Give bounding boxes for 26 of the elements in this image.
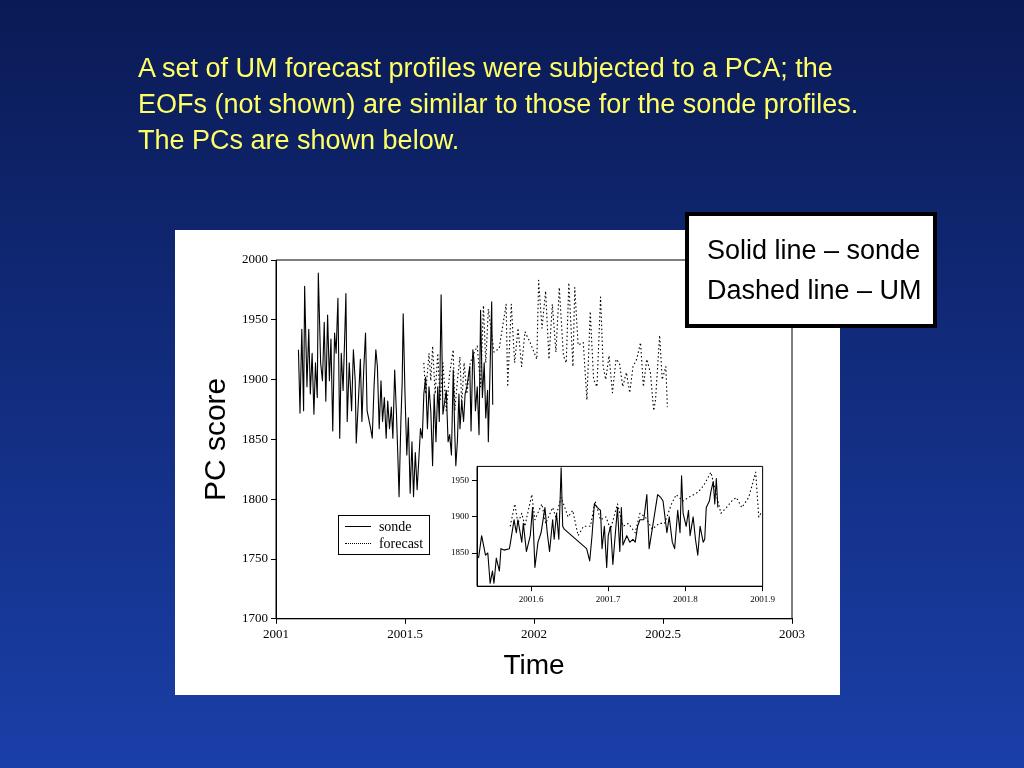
y-tick-label: 1950 bbox=[242, 311, 268, 327]
x-tick-label: 2001.9 bbox=[750, 593, 776, 604]
x-tick-label: 2001.8 bbox=[673, 593, 699, 604]
annotation: Dashed line – UM bbox=[707, 274, 923, 307]
chart-title: A set of UM forecast profiles were subjected to a PCA; the EOFs (not shown) are similar to those for the sonde profiles. The PCs are shown below. bbox=[138, 52, 860, 157]
y-tick-label: 1850 bbox=[242, 430, 268, 446]
y-axis-title: PC score bbox=[198, 377, 232, 502]
y-tick-label: 1700 bbox=[242, 610, 268, 626]
x-tick-label: 2002.5 bbox=[645, 626, 681, 642]
y-tick-label: 2000 bbox=[242, 251, 268, 267]
y-tick-label: 1900 bbox=[451, 511, 470, 522]
y-tick-label: 1900 bbox=[242, 371, 268, 387]
y-tick-label: 1750 bbox=[242, 550, 268, 566]
legend-label: forecast bbox=[378, 534, 424, 552]
y-tick-label: 1800 bbox=[242, 490, 268, 506]
annotation: Solid line – sonde bbox=[707, 234, 922, 267]
y-tick-label: 1950 bbox=[451, 475, 470, 486]
x-tick-label: 2001.5 bbox=[387, 626, 423, 642]
x-tick-label: 2001 bbox=[263, 626, 289, 642]
x-tick-label: 2002 bbox=[521, 626, 547, 642]
x-tick-label: 2001.7 bbox=[595, 593, 622, 604]
x-axis-title: Time bbox=[503, 648, 565, 680]
x-tick-label: 2001.6 bbox=[518, 593, 544, 604]
y-tick-label: 1850 bbox=[451, 547, 470, 558]
x-tick-label: 2003 bbox=[779, 626, 805, 642]
legend-label: sonde bbox=[378, 517, 412, 535]
